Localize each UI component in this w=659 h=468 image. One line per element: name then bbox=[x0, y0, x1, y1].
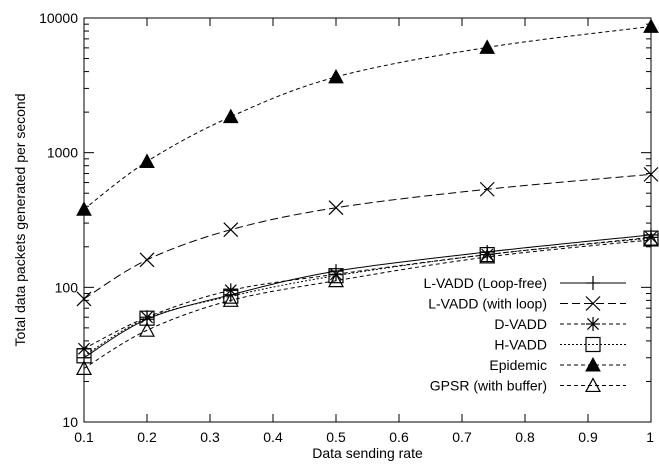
legend-entry-5: Epidemic bbox=[489, 356, 626, 373]
x-tick-label: 0.9 bbox=[578, 429, 598, 445]
series-4 bbox=[76, 230, 659, 364]
legend-marker bbox=[585, 336, 601, 353]
legend-label: D-VADD bbox=[494, 316, 547, 332]
data-point bbox=[139, 310, 155, 326]
series-line-2 bbox=[83, 173, 652, 300]
y-tick-label: 100 bbox=[55, 279, 79, 295]
data-point bbox=[140, 310, 154, 325]
legend-marker bbox=[585, 356, 601, 372]
data-point bbox=[328, 68, 344, 84]
legend: L-VADD (Loop-free) L-VADD (with loop) D-VA… bbox=[424, 275, 626, 394]
legend-label: H-VADD bbox=[494, 337, 547, 353]
series-6 bbox=[75, 231, 659, 375]
y-axis: 10 100 1000 10000 bbox=[39, 10, 651, 430]
series-layer bbox=[75, 18, 659, 375]
data-point bbox=[139, 252, 155, 268]
data-point bbox=[479, 247, 495, 263]
y-tick-label: 10 bbox=[62, 414, 78, 430]
legend-entry-2: L-VADD (with loop) bbox=[428, 296, 626, 312]
data-point bbox=[139, 153, 155, 168]
data-point bbox=[643, 166, 659, 182]
data-point bbox=[479, 181, 495, 197]
legend-label: GPSR (with buffer) bbox=[430, 378, 547, 394]
y-tick-label: 1000 bbox=[47, 145, 78, 161]
legend-marker bbox=[584, 377, 602, 393]
y-axis-label: Total data packets generated per second bbox=[12, 94, 28, 347]
x-axis: 0.1 0.2 0.3 0.4 0.5 0.6 0.7 0.8 0.9 1 bbox=[74, 18, 654, 445]
x-axis-label: Data sending rate bbox=[312, 445, 423, 461]
legend-label: Epidemic bbox=[489, 357, 547, 373]
series-line-4 bbox=[83, 237, 652, 357]
legend-marker bbox=[586, 317, 600, 331]
series-line-1 bbox=[83, 234, 652, 359]
x-tick-label: 0.4 bbox=[263, 429, 283, 445]
data-point bbox=[75, 360, 93, 375]
x-tick-label: 0.8 bbox=[515, 429, 535, 445]
data-point bbox=[138, 321, 156, 337]
data-point bbox=[479, 248, 496, 264]
plot-frame bbox=[83, 17, 652, 423]
x-tick-label: 0.7 bbox=[452, 429, 472, 445]
data-point bbox=[76, 201, 92, 216]
data-point bbox=[222, 292, 239, 307]
series-1 bbox=[77, 227, 658, 365]
legend-entry-1: L-VADD (Loop-free) bbox=[424, 275, 626, 291]
data-point bbox=[223, 222, 239, 238]
data-point bbox=[223, 283, 238, 298]
x-tick-label: 1 bbox=[646, 429, 654, 445]
data-point bbox=[76, 348, 92, 364]
legend-entry-3: D-VADD bbox=[494, 316, 626, 332]
data-point bbox=[328, 200, 344, 216]
data-point bbox=[328, 268, 344, 284]
data-point bbox=[327, 272, 345, 288]
series-3 bbox=[77, 230, 658, 356]
x-tick-label: 0.3 bbox=[200, 429, 220, 445]
legend-marker bbox=[586, 276, 600, 290]
series-line-6 bbox=[83, 239, 652, 369]
legend-label: L-VADD (with loop) bbox=[428, 296, 547, 312]
legend-entry-4: H-VADD bbox=[494, 337, 626, 353]
data-point bbox=[76, 291, 92, 307]
series-line-3 bbox=[83, 236, 652, 350]
legend-entry-6: GPSR (with buffer) bbox=[430, 377, 626, 394]
x-tick-label: 0.1 bbox=[74, 429, 94, 445]
data-point bbox=[223, 288, 239, 304]
data-point bbox=[643, 230, 659, 246]
series-2 bbox=[76, 166, 659, 307]
data-point bbox=[643, 18, 659, 33]
data-point bbox=[642, 231, 659, 247]
legend-label: L-VADD (Loop-free) bbox=[424, 275, 547, 291]
x-tick-label: 0.2 bbox=[137, 429, 157, 445]
x-tick-label: 0.6 bbox=[389, 429, 409, 445]
legend-marker bbox=[585, 296, 601, 311]
series-line-5 bbox=[83, 25, 652, 210]
x-tick-label: 0.5 bbox=[326, 429, 346, 445]
data-point bbox=[222, 108, 239, 124]
y-tick-label: 10000 bbox=[39, 10, 78, 26]
series-5 bbox=[76, 18, 659, 216]
plot-area-border bbox=[83, 17, 652, 423]
data-point bbox=[479, 39, 496, 54]
